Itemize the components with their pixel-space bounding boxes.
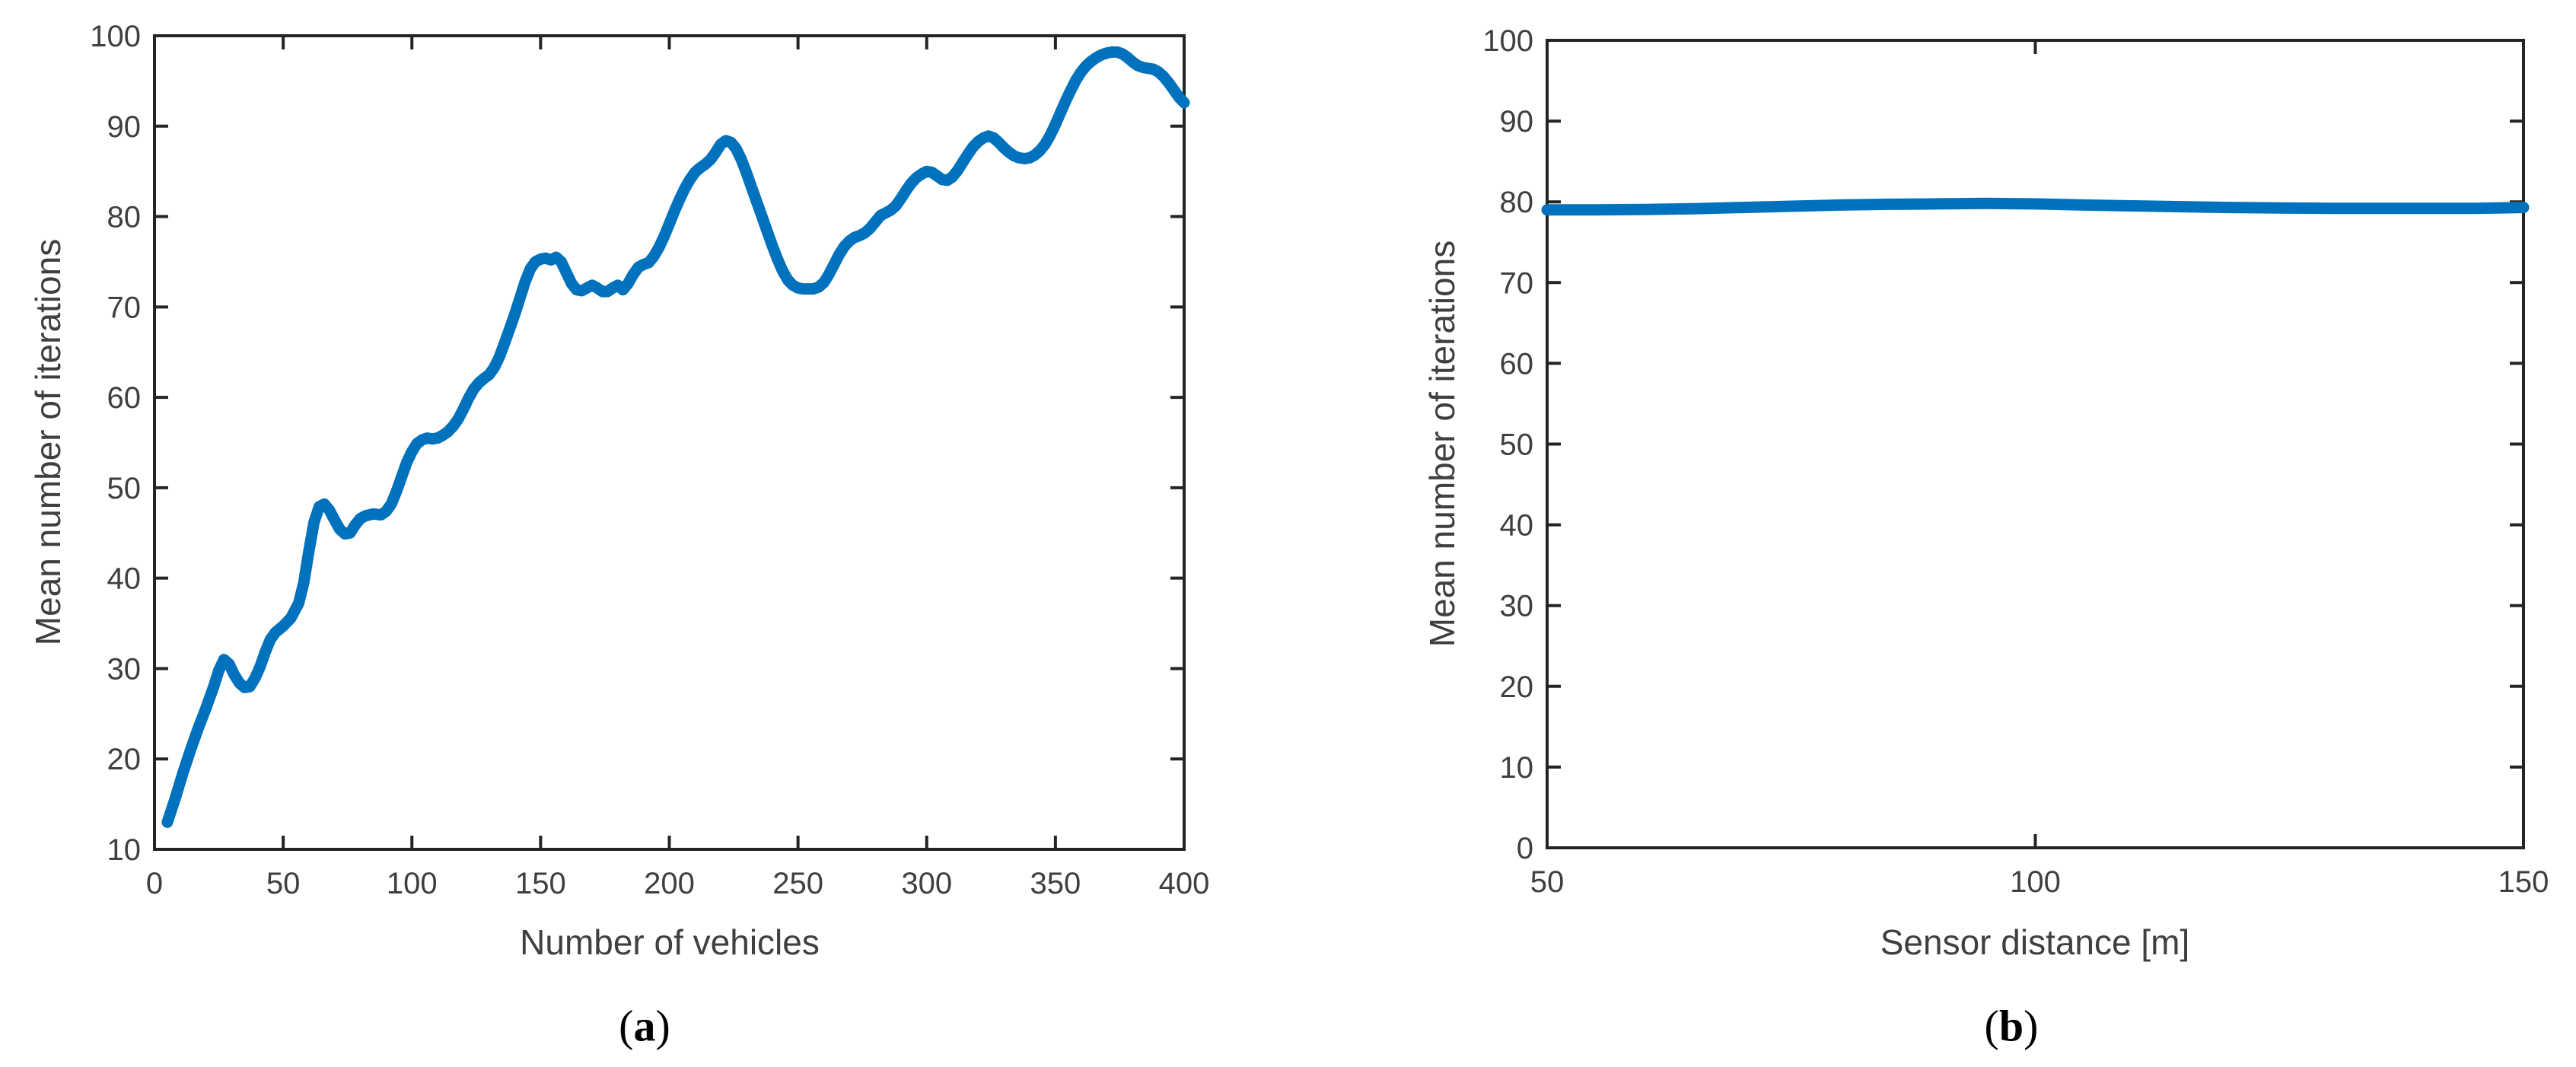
caption-a-close: ) bbox=[655, 1001, 670, 1051]
chart-b-y-tick-label: 60 bbox=[1500, 347, 1534, 381]
chart-b-frame bbox=[1546, 39, 2525, 849]
chart-b-y-tick-label: 0 bbox=[1517, 832, 1533, 865]
caption-b-close: ) bbox=[2024, 1001, 2039, 1051]
chart-a-y-tick-label: 20 bbox=[107, 743, 142, 776]
chart-b-y-tick-label: 70 bbox=[1500, 266, 1534, 300]
chart-a-x-tick-label: 0 bbox=[146, 867, 163, 900]
chart-b-y-tick-label: 10 bbox=[1500, 751, 1534, 785]
chart-b-y-tick-label: 80 bbox=[1500, 186, 1534, 219]
chart-b-xlabel: Sensor distance [m] bbox=[1880, 922, 2190, 962]
chart-a-y-tick-label: 80 bbox=[107, 201, 142, 234]
chart-a-x-tick-label: 350 bbox=[1030, 867, 1081, 900]
caption-a-open: ( bbox=[619, 1001, 634, 1051]
chart-a-y-tick-label: 70 bbox=[107, 291, 142, 324]
chart-b-ticks bbox=[1546, 39, 2525, 849]
chart-a-series-line bbox=[161, 46, 1190, 828]
chart-b-y-tick-label: 90 bbox=[1500, 105, 1534, 139]
chart-a-x-tick-label: 200 bbox=[644, 867, 695, 900]
chart-b-y-tick-label: 20 bbox=[1500, 670, 1534, 704]
chart-b-series-line bbox=[1541, 197, 2530, 216]
caption-b-open: ( bbox=[1984, 1001, 1999, 1051]
chart-b-y-tick-label: 40 bbox=[1500, 509, 1534, 543]
caption-a-letter: a bbox=[633, 1001, 656, 1051]
chart-b-caption: (b) bbox=[1985, 1001, 2039, 1052]
chart-b-x-tick-label: 50 bbox=[1530, 865, 1565, 899]
chart-b-x-tick-label: 150 bbox=[2498, 865, 2549, 899]
chart-a-caption: (a) bbox=[619, 1001, 670, 1052]
chart-a-y-tick-label: 30 bbox=[107, 652, 142, 686]
chart-a-y-tick-label: 60 bbox=[107, 381, 142, 415]
chart-a-ylabel: Mean number of iterations bbox=[28, 238, 68, 646]
chart-b-x-tick-label: 100 bbox=[2010, 865, 2061, 899]
chart-a-ticks bbox=[153, 34, 1186, 851]
chart-a-x-tick-label: 50 bbox=[266, 867, 301, 900]
chart-a-y-tick-label: 10 bbox=[107, 833, 142, 867]
chart-a-y-tick-label: 50 bbox=[107, 472, 142, 505]
chart-b-y-tick-label: 50 bbox=[1500, 428, 1534, 462]
chart-a-y-tick-label: 100 bbox=[90, 20, 141, 53]
chart-a-x-tick-label: 400 bbox=[1159, 867, 1210, 900]
chart-a-y-tick-label: 40 bbox=[107, 562, 142, 596]
chart-a-x-tick-label: 250 bbox=[772, 867, 823, 900]
chart-b-ylabel: Mean number of iterations bbox=[1422, 240, 1462, 648]
chart-a-y-tick-label: 90 bbox=[107, 110, 142, 144]
chart-b-y-tick-label: 100 bbox=[1482, 24, 1533, 58]
chart-a-x-tick-label: 150 bbox=[515, 867, 566, 900]
chart-a-xlabel: Number of vehicles bbox=[520, 922, 820, 962]
chart-b-y-tick-label: 30 bbox=[1500, 590, 1534, 623]
chart-a-x-tick-label: 100 bbox=[387, 867, 438, 900]
chart-a-x-tick-label: 300 bbox=[901, 867, 952, 900]
caption-b-letter: b bbox=[1998, 1001, 2024, 1051]
